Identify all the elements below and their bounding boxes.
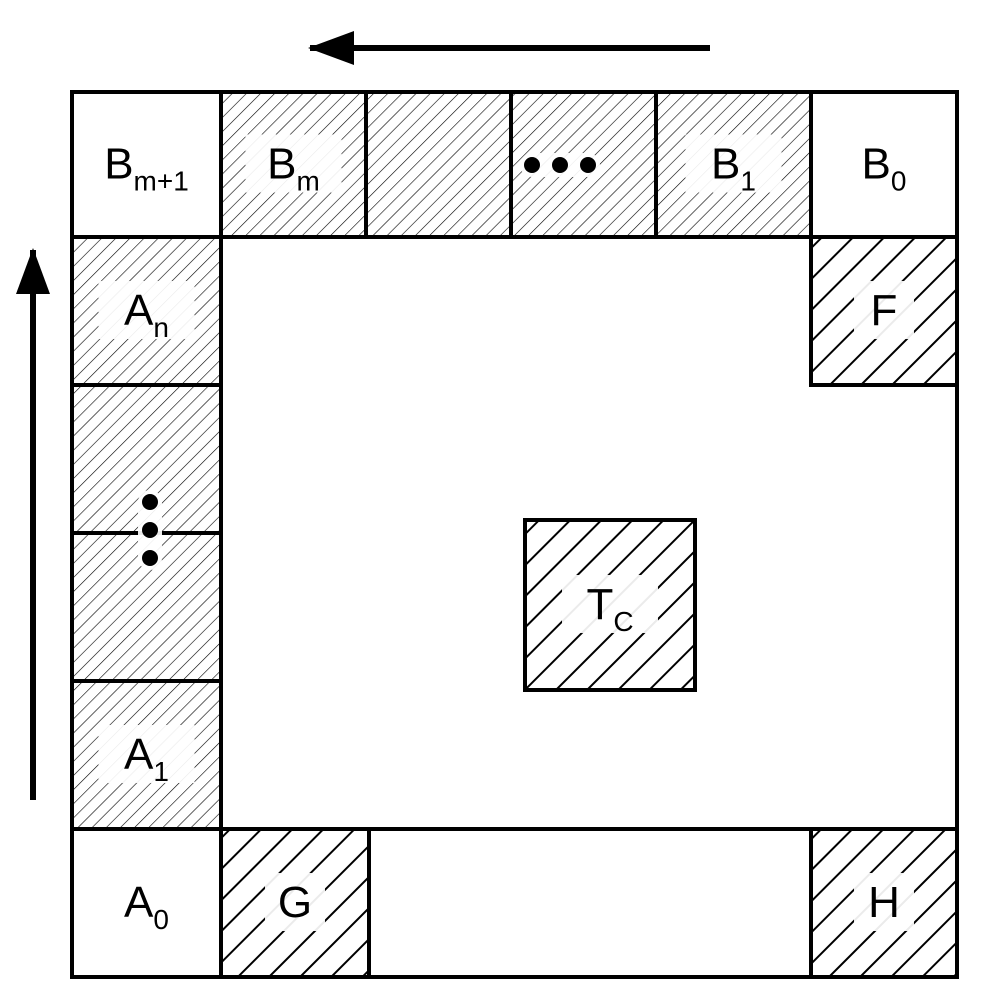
- cell-H: H: [811, 829, 957, 977]
- cell-A0: A0: [72, 829, 221, 977]
- cell-label-G: G: [278, 878, 312, 927]
- ellipsis-icon: [138, 490, 162, 570]
- cell-B1: B1: [656, 92, 811, 237]
- diagram-layer: Bm+1Bm B1B0 An A1A0 F G H TC: [16, 31, 957, 977]
- cell-Bx1: [366, 92, 511, 237]
- arrow-left-icon: [16, 248, 50, 800]
- cell-A1: A1: [72, 681, 221, 829]
- cell-Bm1: Bm+1: [72, 92, 221, 237]
- cell-Bm: Bm: [221, 92, 366, 237]
- ellipsis-icon: [520, 153, 600, 177]
- cell-B0: B0: [811, 92, 957, 237]
- cell-G: G: [221, 829, 369, 977]
- cell-An: An: [72, 237, 221, 385]
- cell-F: F: [811, 237, 957, 385]
- diagram-root: Bm+1Bm B1B0 An A1A0 F G H TC: [0, 0, 1000, 996]
- arrow-top-icon: [308, 31, 710, 65]
- cell-label-F: F: [871, 286, 898, 335]
- cell-TC: TC: [525, 520, 695, 690]
- cell-label-H: H: [868, 878, 900, 927]
